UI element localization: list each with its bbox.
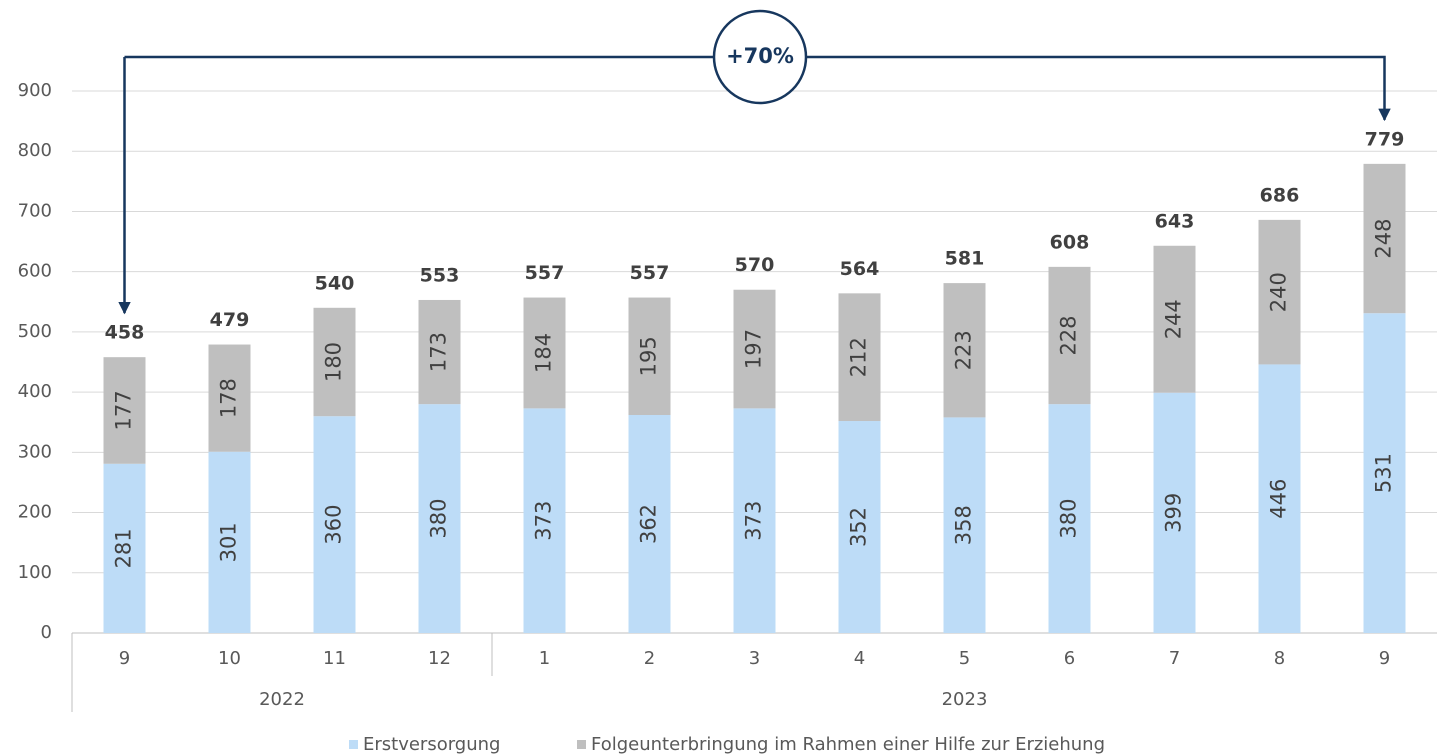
value-label: 223 [952,330,976,370]
bar-segment [733,289,776,409]
y-tick-label: 400 [18,381,52,402]
x-tick-label: 9 [119,648,130,669]
x-tick-label: 3 [749,648,760,669]
bar-segment [733,408,776,633]
bar-segment [1258,219,1301,365]
value-label: 195 [637,336,661,376]
bar-segment [313,307,356,417]
legend-label: Erstversorgung [363,734,500,755]
value-label: 180 [322,342,346,382]
y-tick-label: 300 [18,441,52,462]
total-label: 557 [525,262,565,284]
total-label: 686 [1260,184,1300,206]
y-tick-label: 600 [18,261,52,282]
value-label: 352 [847,507,871,547]
bar-segment [523,408,566,633]
total-label: 643 [1155,210,1195,232]
y-tick-label: 100 [18,562,52,583]
bar-segment [943,417,986,633]
bar-segment [628,414,671,633]
bar-segment [628,297,671,415]
value-label: 184 [532,333,556,373]
total-label: 557 [630,262,670,284]
value-label: 173 [427,332,451,372]
annotation-arrow [124,55,1391,122]
value-label: 248 [1372,218,1396,258]
value-label: 399 [1162,493,1186,533]
value-label: 301 [217,522,241,562]
value-label: 212 [847,337,871,377]
group-label: 2022 [259,689,305,710]
total-label: 540 [315,272,355,294]
x-tick-label: 10 [218,648,241,669]
value-label: 373 [742,501,766,541]
total-label: 458 [105,322,145,344]
y-tick-label: 500 [18,321,52,342]
x-tick-label: 2 [644,648,655,669]
bar-segment [1048,404,1091,633]
x-tick-label: 6 [1064,648,1075,669]
total-label: 570 [735,254,775,276]
value-label: 244 [1162,299,1186,339]
bar-segment [1363,313,1406,633]
value-label: 178 [217,378,241,418]
x-tick-label: 9 [1379,648,1390,669]
bar-segment [418,404,461,633]
bar-segment [103,357,146,464]
bar-segment [523,297,566,409]
total-label: 479 [210,309,250,331]
group-label: 2023 [942,689,988,710]
x-tick-label: 11 [323,648,346,669]
bar-segment [103,463,146,633]
x-tick-label: 8 [1274,648,1285,669]
annotation-circle [712,9,808,105]
total-label: 564 [840,258,880,280]
value-label: 380 [427,499,451,539]
x-tick-label: 5 [959,648,970,669]
value-label: 446 [1267,479,1291,519]
value-label: 358 [952,505,976,545]
bar-segment [1258,364,1301,633]
value-label: 362 [637,504,661,544]
value-label: 281 [112,528,136,568]
x-tick-label: 7 [1169,648,1180,669]
value-label: 240 [1267,272,1291,312]
y-tick-label: 800 [18,140,52,161]
total-label: 608 [1050,231,1090,253]
legend-label: Folgeunterbringung im Rahmen einer Hilfe… [591,734,1105,755]
value-label: 531 [1372,453,1396,493]
value-label: 380 [1057,499,1081,539]
bar-segment [208,344,251,452]
value-label: 373 [532,501,556,541]
total-label: 779 [1365,128,1405,150]
x-tick-label: 1 [539,648,550,669]
bar-segment [838,293,881,422]
y-tick-label: 0 [41,622,52,643]
value-label: 360 [322,505,346,545]
total-label: 553 [420,264,460,286]
value-label: 177 [112,390,136,430]
bar-segment [313,416,356,633]
bar-segment [943,283,986,418]
legend-marker [577,740,586,749]
y-tick-label: 200 [18,502,52,523]
y-tick-label: 900 [18,80,52,101]
annotation: +70% [726,44,794,68]
bar-segment [1153,245,1196,393]
value-label: 228 [1057,315,1081,355]
value-label: 197 [742,329,766,369]
bar-segment [838,421,881,633]
bar-segment [1363,163,1406,314]
x-tick-label: 12 [428,648,451,669]
bar-segment [1153,392,1196,633]
bar-segment [1048,266,1091,405]
total-label: 581 [945,248,985,270]
y-tick-label: 700 [18,200,52,221]
legend-marker [349,740,358,749]
x-tick-label: 4 [854,648,865,669]
bar-segment [418,299,461,405]
bar-segment [208,451,251,633]
